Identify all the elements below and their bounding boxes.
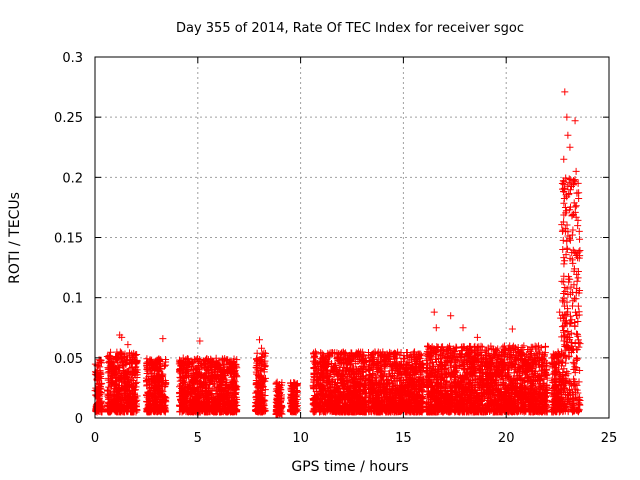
data-point: [147, 392, 155, 400]
data-point: [113, 355, 121, 363]
data-point: [157, 408, 165, 416]
data-point: [133, 392, 141, 400]
data-point: [118, 374, 126, 382]
data-point: [123, 353, 131, 361]
data-point: [155, 402, 163, 410]
data-point: [133, 357, 141, 365]
data-points: [91, 88, 584, 418]
data-point: [144, 404, 152, 412]
data-point: [130, 349, 138, 357]
data-point: [108, 372, 116, 380]
data-point: [110, 366, 118, 374]
data-point: [128, 380, 136, 388]
data-point: [113, 348, 121, 356]
data-point: [96, 405, 104, 413]
data-point: [105, 354, 113, 362]
data-point: [145, 372, 153, 380]
data-point: [126, 365, 134, 373]
data-point: [162, 394, 170, 402]
data-point: [131, 380, 139, 388]
data-point: [127, 389, 135, 397]
data-point: [117, 394, 125, 402]
data-point: [154, 395, 162, 403]
data-point: [116, 369, 124, 377]
data-point: [159, 372, 167, 380]
data-point: [151, 406, 159, 414]
data-point: [92, 406, 100, 414]
data-point: [118, 402, 126, 410]
data-point: [125, 381, 133, 389]
data-point: [144, 358, 152, 366]
data-point: [107, 406, 115, 414]
data-point: [160, 362, 168, 370]
data-point: [118, 382, 126, 390]
chart-title: Day 355 of 2014, Rate Of TEC Index for r…: [176, 21, 524, 36]
data-point: [120, 406, 128, 414]
data-point: [162, 379, 170, 387]
data-point: [131, 351, 139, 359]
data-point: [158, 392, 166, 400]
data-point: [95, 394, 103, 402]
data-point: [105, 365, 113, 373]
data-point: [116, 363, 124, 371]
data-point: [95, 379, 103, 387]
data-point: [142, 405, 150, 413]
data-point: [109, 371, 117, 379]
data-point: [104, 376, 112, 384]
data-point: [142, 391, 150, 399]
data-point: [146, 384, 154, 392]
data-point: [97, 388, 105, 396]
data-point: [119, 407, 127, 415]
data-point: [125, 393, 133, 401]
data-point: [131, 370, 139, 378]
data-point: [108, 398, 116, 406]
data-point: [127, 408, 135, 416]
data-point: [121, 368, 129, 376]
data-point: [149, 361, 157, 369]
data-point: [127, 356, 135, 364]
data-point: [112, 380, 120, 388]
data-point: [162, 355, 170, 363]
data-point: [109, 358, 117, 366]
data-point: [123, 370, 131, 378]
data-point: [122, 396, 130, 404]
data-point: [132, 383, 140, 391]
data-point: [147, 401, 155, 409]
data-point: [156, 383, 164, 391]
data-point: [132, 397, 140, 405]
data-point: [151, 376, 159, 384]
data-point: [156, 365, 164, 373]
data-point: [92, 391, 100, 399]
data-point: [113, 408, 121, 416]
data-point: [105, 383, 113, 391]
data-point: [111, 365, 119, 373]
data-point: [149, 387, 157, 395]
data-point: [104, 369, 112, 377]
data-point: [107, 392, 115, 400]
data-point: [119, 362, 127, 370]
data-point: [109, 379, 117, 387]
data-point: [155, 392, 163, 400]
data-point: [112, 402, 120, 410]
data-point: [133, 378, 141, 386]
data-point: [92, 371, 100, 379]
data-point: [145, 362, 153, 370]
data-point: [158, 373, 166, 381]
data-point: [156, 357, 164, 365]
data-point: [106, 387, 114, 395]
data-point: [104, 407, 112, 415]
data-point: [96, 368, 104, 376]
data-point: [97, 370, 105, 378]
data-point: [115, 384, 123, 392]
data-point: [161, 382, 169, 390]
data-point: [96, 380, 104, 388]
data-point: [253, 349, 261, 357]
data-point: [124, 378, 132, 386]
